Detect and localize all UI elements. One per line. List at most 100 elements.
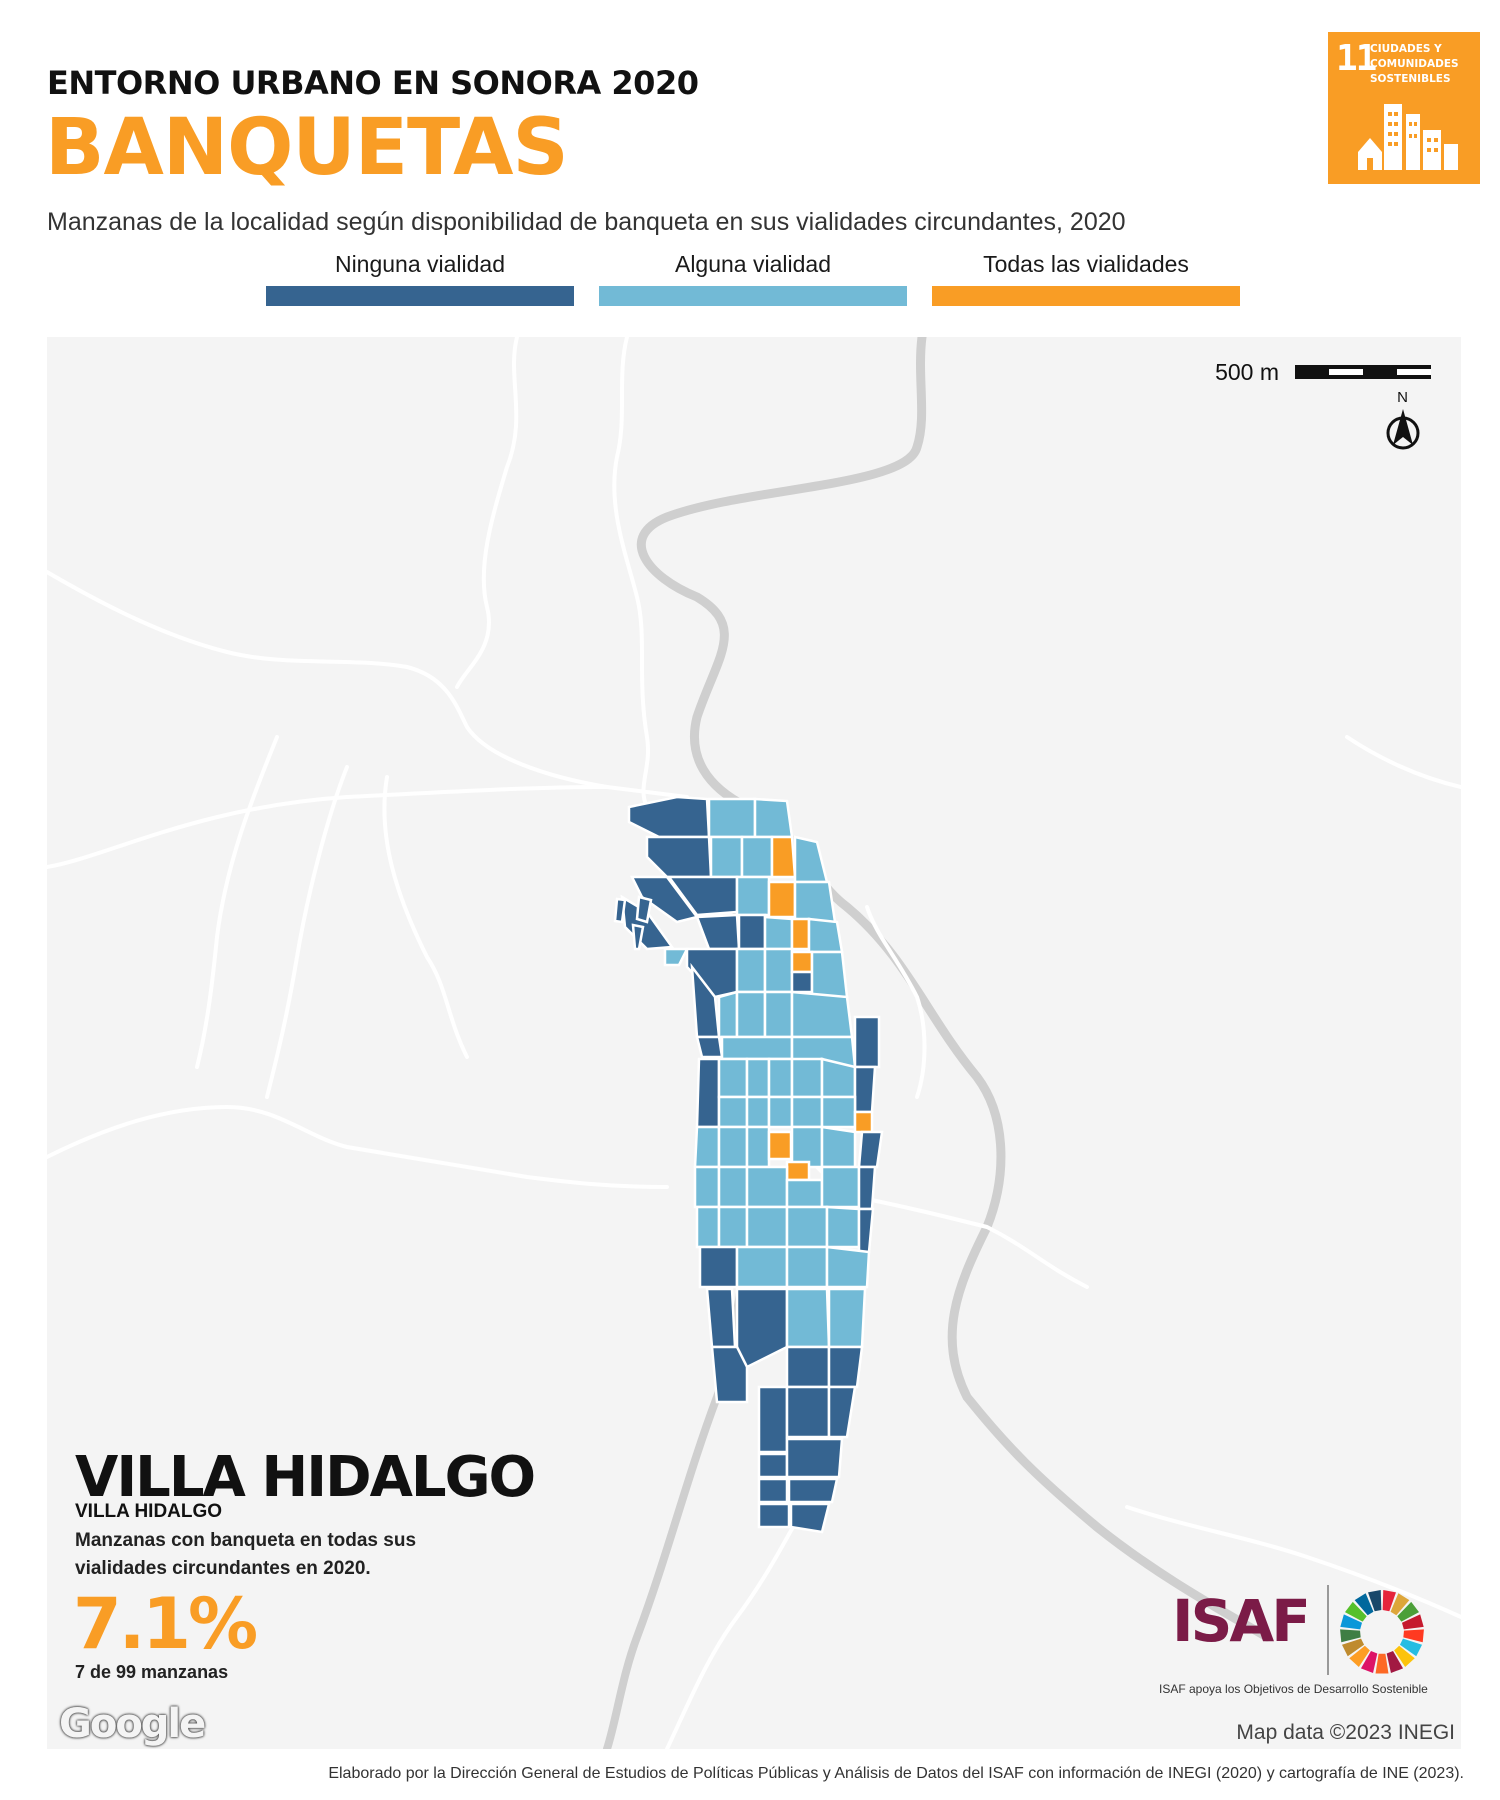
scale-bar-label: 500 m: [1215, 359, 1279, 385]
legend-label: Ninguna vialidad: [334, 251, 506, 277]
sdg-wheel-segment: [1340, 1614, 1363, 1630]
city-block-ninguna: [631, 923, 645, 951]
city-block-alguna: [825, 1245, 871, 1289]
legend-item-ninguna: Ninguna vialidad: [266, 248, 574, 306]
city-block-ninguna: [695, 1035, 724, 1059]
city-block-ninguna: [635, 895, 653, 924]
city-block-ninguna: [735, 1287, 789, 1369]
city-block-ninguna: [790, 970, 814, 994]
sdg-number: 11: [1336, 38, 1377, 79]
city-block-ninguna: [613, 897, 627, 924]
legend-label: Alguna vialidad: [674, 251, 831, 277]
locality-name: VILLA HIDALGO: [75, 1445, 536, 1510]
city-block-alguna: [763, 915, 794, 951]
sdg-wheel-segment: [1403, 1629, 1424, 1643]
sdg-wheel-segment: [1368, 1590, 1382, 1612]
city-block-alguna: [735, 990, 767, 1039]
city-block-ninguna: [785, 1345, 831, 1389]
city-block-ninguna: [827, 1385, 857, 1439]
sdg-wheel-segment: [1399, 1638, 1423, 1657]
city-block-alguna: [753, 797, 794, 839]
city-block-alguna: [745, 1205, 789, 1249]
sdg-wheel-segment: [1360, 1651, 1378, 1674]
city-block-alguna: [695, 1205, 721, 1249]
city-block-todas: [790, 950, 814, 974]
city-block-ninguna: [785, 1385, 831, 1439]
city-block-alguna: [763, 990, 794, 1039]
city-block-ninguna: [857, 1165, 877, 1211]
city-block-alguna: [785, 1245, 829, 1289]
sdg-wheel-segment: [1375, 1653, 1389, 1674]
road: [665, 1500, 809, 1749]
sdg-wheel-segment: [1341, 1638, 1365, 1657]
report-kicker: ENTORNO URBANO EN SONORA 2020: [47, 64, 699, 102]
locality-count: 7 de 99 manzanas: [75, 1662, 229, 1682]
locality-description: Manzanas con banqueta en todas sus viali…: [75, 1530, 417, 1579]
map-subtitle: Manzanas de la localidad según disponibi…: [47, 208, 1126, 236]
city-block-todas: [767, 880, 797, 919]
road: [47, 785, 609, 869]
map-view[interactable]: 500 m N VILLA HIDALGO VILLA HIDALGO Manz…: [47, 337, 1461, 1749]
municipality-name: VILLA HIDALGO: [75, 1501, 223, 1522]
city-block-alguna: [709, 835, 744, 879]
sdg-11-badge: 11 CIUDADES Y COMUNIDADES SOSTENIBLES: [1328, 32, 1480, 184]
sdg-label: CIUDADES Y COMUNIDADES SOSTENIBLES: [1370, 43, 1459, 85]
google-logo: Google: [59, 1701, 206, 1747]
city-block-alguna: [717, 1165, 749, 1209]
city-block-alguna: [693, 1125, 721, 1169]
city-block-todas: [853, 1110, 874, 1134]
city-block-alguna: [767, 1057, 794, 1099]
city-block-alguna: [745, 1095, 771, 1129]
road: [195, 735, 279, 1069]
legend-item-todas: Todas las vialidades: [932, 248, 1240, 306]
road: [612, 337, 650, 809]
city-block-alguna: [785, 1178, 824, 1209]
city-block-alguna: [707, 797, 757, 839]
road: [855, 1195, 1089, 1289]
city-block-ninguna: [695, 913, 741, 951]
city-block-alguna: [790, 990, 854, 1039]
city-block-alguna: [820, 1165, 861, 1209]
road: [865, 905, 927, 1099]
sdg-wheel-segment: [1354, 1593, 1374, 1616]
city-block-ninguna: [705, 1287, 737, 1349]
road: [1125, 1505, 1461, 1619]
city-buildings-icon: [1358, 104, 1458, 170]
road: [455, 337, 519, 689]
city-block-alguna: [717, 1125, 749, 1169]
city-block-ninguna: [757, 1385, 789, 1454]
city-block-alguna: [735, 1245, 789, 1289]
city-block-todas: [785, 1160, 811, 1182]
sdg-wheel-segment: [1394, 1645, 1415, 1668]
footer-credit: Elaborado por la Dirección General de Es…: [328, 1765, 1464, 1782]
city-block-alguna: [807, 917, 844, 954]
sdg-wheel-segment: [1349, 1645, 1370, 1668]
city-block-alguna: [745, 1165, 789, 1209]
town-blocks: [613, 795, 884, 1534]
road: [47, 570, 689, 799]
city-block-alguna: [810, 950, 849, 999]
city-block-ninguna: [787, 1477, 839, 1504]
city-block-ninguna: [789, 1502, 831, 1534]
map-canvas: [47, 337, 1461, 1749]
road: [1345, 735, 1461, 789]
sdg-wheel-segment: [1382, 1590, 1396, 1612]
city-block-ninguna: [645, 835, 713, 879]
city-block-alguna: [785, 1205, 829, 1249]
city-block-alguna: [717, 1057, 749, 1099]
city-block-alguna: [785, 1287, 831, 1349]
city-block-alguna: [717, 990, 739, 1039]
city-block-alguna: [767, 1095, 794, 1129]
city-block-todas: [790, 917, 811, 951]
city-block-ninguna: [853, 1065, 877, 1114]
legend-swatch: [932, 286, 1240, 306]
city-block-ninguna: [627, 795, 711, 839]
road: [382, 775, 469, 1059]
city-block-ninguna: [853, 1015, 881, 1069]
city-block-ninguna: [857, 1130, 884, 1169]
city-block-ninguna: [757, 1477, 789, 1504]
city-block-alguna: [735, 947, 767, 994]
city-block-alguna: [790, 1095, 824, 1129]
city-block-alguna: [717, 1095, 749, 1129]
city-block-alguna: [663, 947, 690, 967]
